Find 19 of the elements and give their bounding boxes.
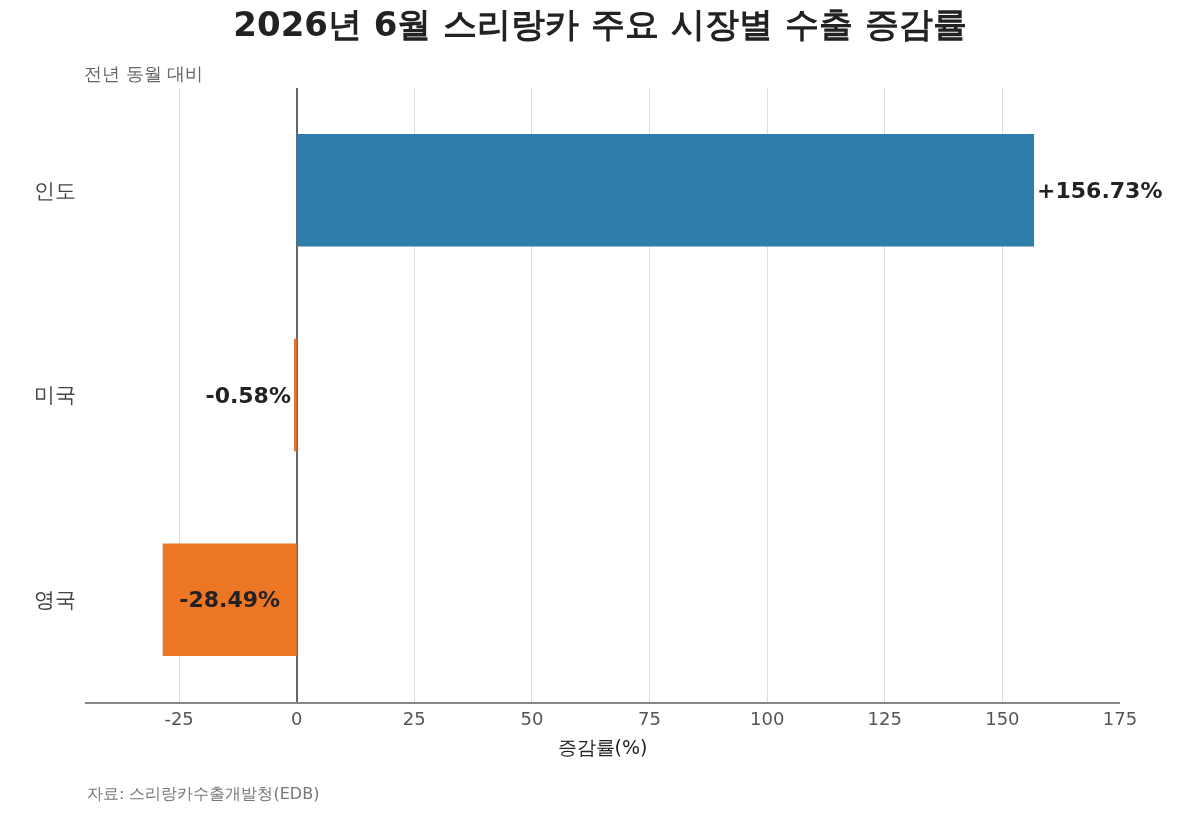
x-tick-label: 75 [638, 708, 661, 730]
y-tick-label: 인도 [34, 178, 76, 203]
text: 자료: 스리랑카수출개발청(EDB) [87, 784, 320, 803]
data-label: -28.49% [179, 587, 281, 613]
x-axis-title: 증감률(%) [557, 735, 648, 758]
data-label: +156.73% [1037, 177, 1163, 203]
x-tick-label: 0 [290, 708, 303, 730]
data-label: -0.58% [205, 382, 291, 408]
chart-title: 2026년 6월 스리랑카 주요 시장별 수출 증감률 [233, 4, 967, 45]
y-tick-label: 미국 [34, 383, 76, 408]
chart-subtitle: 전년 동월 대비 [84, 63, 204, 84]
x-tick-label: 100 [749, 708, 785, 730]
x-tick-label: 150 [985, 708, 1020, 730]
x-tick-label: 175 [1102, 708, 1138, 730]
x-tick-label: 50 [520, 708, 544, 730]
x-tick-label: -25 [164, 708, 194, 730]
x-tick-label: 25 [402, 708, 426, 730]
y-tick-label: 영국 [34, 588, 76, 613]
x-tick-label: 125 [867, 708, 902, 730]
